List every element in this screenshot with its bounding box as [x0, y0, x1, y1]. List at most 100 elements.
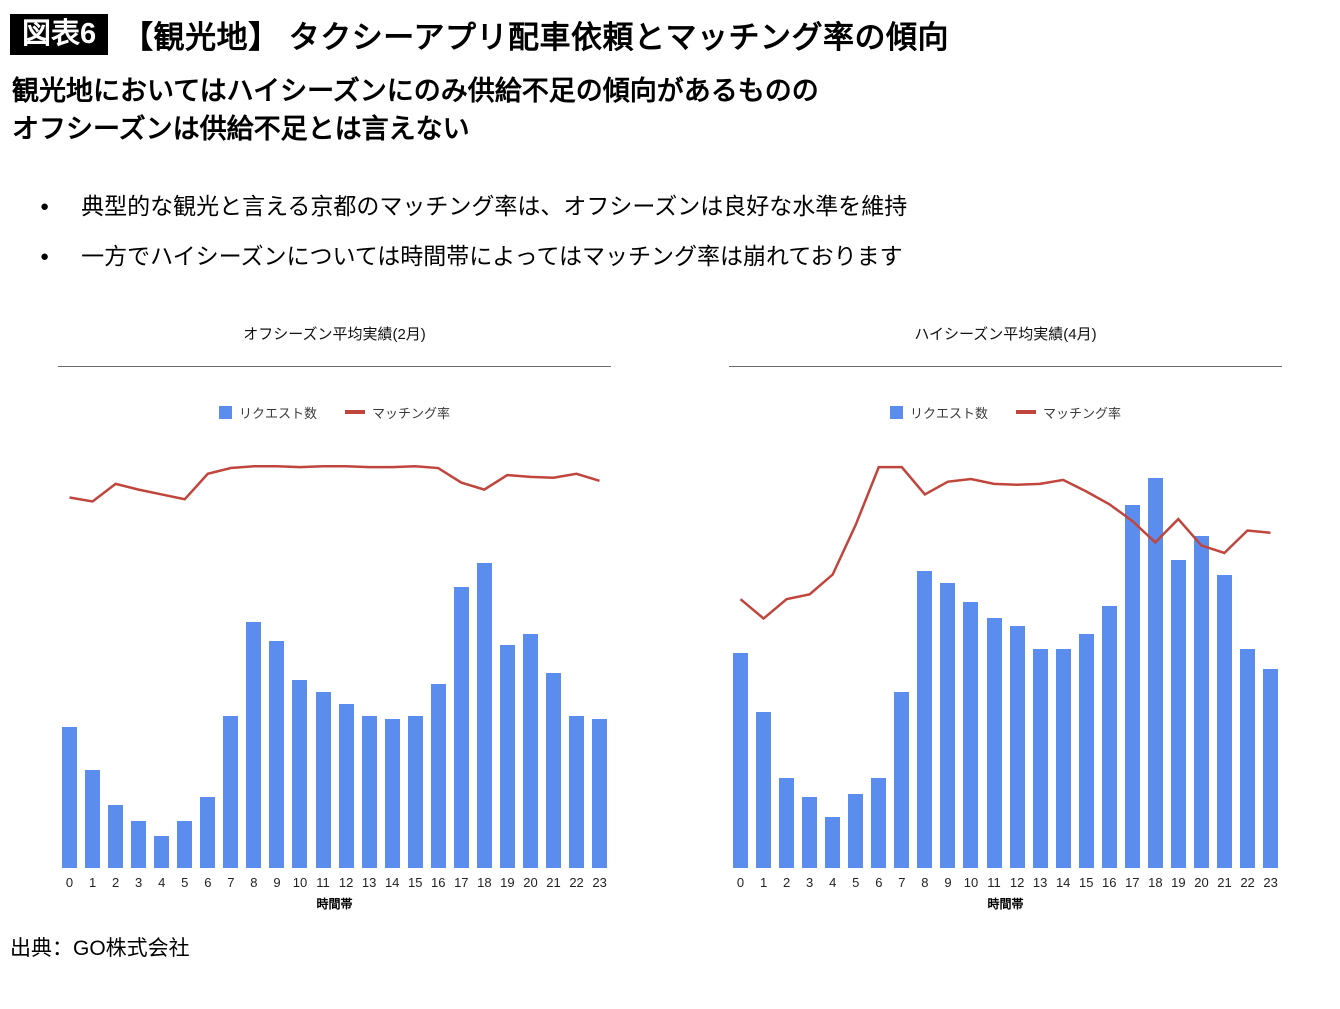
- x-axis: 0 1 2 3 4 5 6 7 8 9 10 11 12 13 14 15 16 17 18 19 20 21 22 23: [729, 875, 1282, 890]
- request-count-bar: [1032, 649, 1048, 868]
- bar-slot: [519, 428, 542, 868]
- bar-swatch-icon: [218, 405, 232, 419]
- x-tick-label: 21: [1217, 874, 1232, 890]
- x-tick-label: 11: [316, 874, 330, 890]
- x-tick-label: 23: [1263, 874, 1278, 890]
- request-count-bar: [802, 797, 818, 868]
- bar-slot: [775, 428, 798, 868]
- x-tick-label: 13: [1032, 874, 1048, 890]
- matching-rate-line: [58, 428, 611, 868]
- bar-slot: [127, 428, 150, 868]
- plot-area-offseason: [58, 428, 611, 868]
- bar-slot: [588, 428, 611, 868]
- request-count-bar: [1240, 649, 1256, 868]
- bar-slot: [983, 428, 1006, 868]
- request-count-bar: [733, 653, 749, 868]
- x-tick-label: 6: [875, 874, 883, 890]
- bar-slot: [150, 428, 173, 868]
- request-count-bar: [1170, 559, 1186, 868]
- request-count-bar: [1055, 649, 1071, 868]
- request-count-bar: [848, 793, 864, 868]
- bullet-text: 典型的な観光と言える京都のマッチング率は、オフシーズンは良好な水準を維持: [81, 192, 908, 219]
- bar-slot: [312, 428, 335, 868]
- bar-slot: [821, 428, 844, 868]
- matching-rate-line: [729, 428, 1282, 868]
- request-count-bar: [522, 633, 538, 868]
- x-axis: 0 1 2 3 4 5 6 7 8 9 10 11 12 13 14 15 16 17 18 19 20 21 22 23: [58, 875, 611, 890]
- request-count-bar: [177, 820, 193, 868]
- request-count-bar: [1217, 575, 1232, 868]
- bar-slot: [450, 428, 473, 868]
- x-tick-label: 19: [1171, 874, 1186, 890]
- request-count-bar: [361, 715, 377, 868]
- x-tick-label: 22: [1240, 874, 1255, 890]
- request-count-bar: [963, 602, 979, 868]
- figure-number-badge: 図表6: [10, 14, 109, 55]
- request-count-bar: [62, 727, 78, 868]
- x-tick-label: 4: [158, 874, 166, 890]
- request-count-bar: [917, 571, 933, 868]
- request-count-bar: [108, 805, 124, 868]
- bar-slot: [288, 428, 311, 868]
- x-tick-label: 15: [407, 874, 423, 890]
- request-count-bar: [940, 582, 956, 868]
- request-count-bar: [592, 719, 608, 868]
- request-count-bar: [223, 715, 239, 868]
- bar-slot: [542, 428, 565, 868]
- matching-rate-polyline: [741, 467, 1271, 618]
- bar-slot: [335, 428, 358, 868]
- x-tick-label: 14: [384, 874, 400, 890]
- bar-slot: [104, 428, 127, 868]
- bullet-icon: ●: [40, 197, 50, 215]
- request-count-bar: [407, 715, 423, 868]
- request-count-bar: [338, 703, 354, 868]
- bar-slot: [1075, 428, 1098, 868]
- bar-slot: [242, 428, 265, 868]
- x-tick-label: 21: [546, 874, 561, 890]
- x-tick-label: 12: [1009, 874, 1025, 890]
- request-count-bar: [546, 672, 561, 868]
- x-tick-label: 6: [204, 874, 212, 890]
- bar-slot: [196, 428, 219, 868]
- page-header: 図表6 【観光地】 タクシーアプリ配車依頼とマッチング率の傾向: [0, 0, 1340, 57]
- request-count-bar: [569, 715, 585, 868]
- request-count-bar: [986, 618, 1002, 868]
- bar-slot: [1190, 428, 1213, 868]
- request-count-bar: [779, 777, 795, 868]
- bar-slot: [404, 428, 427, 868]
- x-tick-label: 23: [592, 874, 607, 890]
- x-tick-label: 22: [569, 874, 584, 890]
- bar-slot: [496, 428, 519, 868]
- legend-item-matching-rate: マッチング率: [345, 403, 450, 422]
- x-tick-label: 17: [1125, 874, 1140, 890]
- request-count-bar: [825, 816, 841, 868]
- request-count-bar: [1124, 504, 1140, 868]
- x-tick-label: 5: [852, 874, 860, 890]
- page-title: 【観光地】 タクシーアプリ配車依頼とマッチング率の傾向: [122, 20, 950, 55]
- bar-slot: [867, 428, 890, 868]
- bar-slot: [473, 428, 496, 868]
- chart-title: オフシーズン平均実績(2月): [243, 325, 426, 343]
- bar-slot: [1259, 428, 1282, 868]
- bar-slot: [1029, 428, 1052, 868]
- x-tick-label: 20: [1194, 874, 1209, 890]
- x-tick-label: 9: [273, 874, 281, 890]
- x-tick-label: 19: [500, 874, 515, 890]
- x-tick-label: 4: [829, 874, 837, 890]
- bar-slot: [565, 428, 588, 868]
- request-count-bar: [499, 645, 515, 868]
- subtitle-line-2: オフシーズンは供給不足とは言えない: [12, 113, 470, 144]
- x-tick-label: 18: [1148, 874, 1163, 890]
- request-count-bar: [1193, 536, 1209, 868]
- source-attribution: 出典：GO株式会社: [10, 936, 190, 960]
- x-tick-label: 11: [987, 874, 1001, 890]
- x-tick-label: 0: [65, 874, 74, 890]
- legend-label: マッチング率: [372, 405, 451, 421]
- x-tick-label: 7: [227, 874, 235, 890]
- request-count-bar: [1101, 606, 1117, 868]
- x-tick-label: 3: [135, 874, 143, 890]
- legend-label: マッチング率: [1043, 405, 1122, 421]
- bar-slot: [729, 428, 752, 868]
- x-tick-label: 0: [736, 874, 745, 890]
